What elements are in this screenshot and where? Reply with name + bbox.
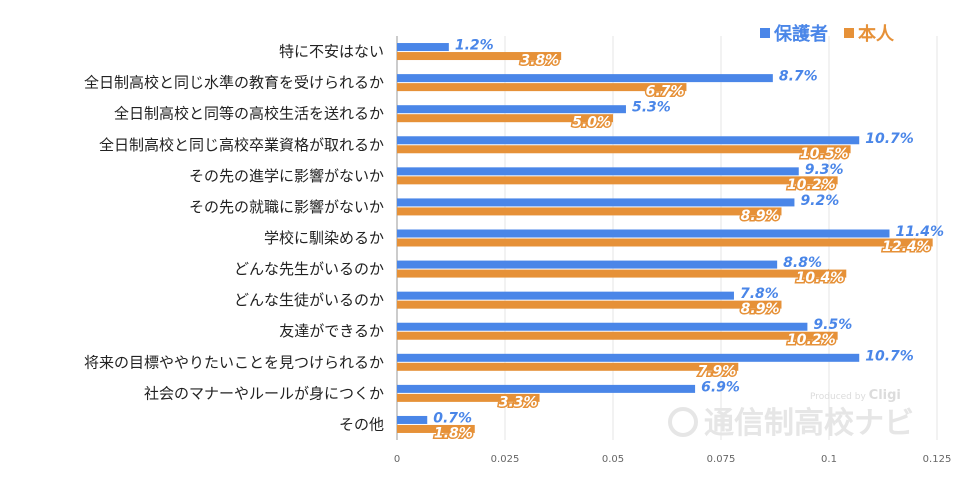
data-label-parent: 1.2% <box>455 38 494 54</box>
bar-self <box>397 362 739 371</box>
x-tick-label: 0.075 <box>707 454 736 465</box>
legend-item-self: 本人 <box>844 20 894 46</box>
data-label-parent: 6.9% <box>701 379 740 395</box>
data-label-parent: 5.3% <box>632 100 671 116</box>
bar-parent <box>397 167 799 176</box>
data-label-parent: 0.7% <box>433 410 472 426</box>
legend-label-parent: 保護者 <box>774 24 828 45</box>
data-label-parent: 9.2% <box>800 193 839 209</box>
category-label: 将来の目標ややりたいことを見つけられるか <box>84 353 384 371</box>
data-label-self: 3.3% <box>499 394 538 410</box>
bar-self <box>397 52 562 61</box>
bar-self <box>397 300 782 309</box>
data-label-self: 1.8% <box>434 425 473 441</box>
bar-parent <box>397 198 795 207</box>
category-label: 学校に馴染めるか <box>264 229 384 247</box>
category-label: その他 <box>339 415 384 433</box>
data-label-parent: 7.8% <box>740 286 779 302</box>
x-tick-label: 0 <box>394 454 400 465</box>
bar-parent <box>397 384 696 393</box>
category-label: その先の就職に影響がないか <box>189 198 384 216</box>
data-label-self: 8.9% <box>741 301 780 317</box>
data-label-self: 5.0% <box>572 115 611 131</box>
data-label-parent: 10.7% <box>865 131 914 147</box>
bar-parent <box>397 136 860 145</box>
bar-self <box>397 114 613 123</box>
x-tick-label: 0.025 <box>491 454 520 465</box>
bar-parent <box>397 43 449 52</box>
bar-self <box>397 331 838 340</box>
data-label-parent: 8.8% <box>783 255 822 271</box>
data-label-self: 6.7% <box>646 84 685 100</box>
data-label-self: 10.5% <box>800 146 849 162</box>
bar-parent <box>397 74 773 83</box>
data-label-self: 7.9% <box>697 363 736 379</box>
bar-parent <box>397 322 808 331</box>
watermark-brand: Cligi <box>868 388 901 403</box>
data-label-self: 10.4% <box>796 270 845 286</box>
bar-parent <box>397 291 734 300</box>
watermark-produced-by: Produced by Cligi <box>810 388 901 403</box>
legend-item-parent: 保護者 <box>760 20 828 46</box>
bar-parent <box>397 229 890 238</box>
legend: 保護者 本人 <box>760 20 894 46</box>
data-label-self: 10.2% <box>787 177 836 193</box>
watermark: 通信制高校ナビ <box>668 398 914 442</box>
data-label-self: 12.4% <box>882 239 931 255</box>
category-label: 特に不安はない <box>279 43 384 61</box>
data-label-parent: 9.3% <box>805 162 844 178</box>
category-label: 全日制高校と同じ水準の教育を受けられるか <box>84 74 384 92</box>
bar-parent <box>397 260 778 269</box>
bar-self <box>397 269 847 278</box>
bar-self <box>397 424 475 433</box>
watermark-produced-by-text: Produced by <box>810 392 866 402</box>
data-label-self: 10.2% <box>787 332 836 348</box>
category-label: どんな生徒がいるのか <box>234 291 384 309</box>
bar-parent <box>397 105 626 114</box>
watermark-text: 通信制高校ナビ <box>704 406 914 441</box>
x-tick-label: 0.05 <box>602 454 624 465</box>
data-label-parent: 9.5% <box>813 317 852 333</box>
category-label: 全日制高校と同じ高校卒業資格が取れるか <box>99 136 384 154</box>
x-tick-label: 0.125 <box>923 454 952 465</box>
bar-parent <box>397 415 428 424</box>
category-label: 全日制高校と同等の高校生活を送れるか <box>114 105 384 123</box>
data-label-parent: 10.7% <box>865 348 914 364</box>
category-label: その先の進学に影響がないか <box>189 167 384 185</box>
category-label: 友達ができるか <box>279 322 384 340</box>
x-tick-label: 0.1 <box>821 454 837 465</box>
data-label-self: 8.9% <box>741 208 780 224</box>
bar-self <box>397 176 838 185</box>
data-label-parent: 11.4% <box>895 224 944 240</box>
search-person-icon <box>668 407 698 437</box>
data-label-parent: 8.7% <box>779 69 818 85</box>
legend-swatch-parent <box>760 28 770 38</box>
data-label-self: 3.8% <box>520 53 559 69</box>
category-label: 社会のマナーやルールが身につくか <box>144 384 384 402</box>
bar-self <box>397 145 851 154</box>
bar-self <box>397 238 933 247</box>
bar-parent <box>397 353 860 362</box>
bar-self <box>397 83 687 92</box>
legend-swatch-self <box>844 28 854 38</box>
legend-label-self: 本人 <box>858 24 894 45</box>
category-label: どんな先生がいるのか <box>234 260 384 278</box>
bar-self <box>397 207 782 216</box>
bar-self <box>397 393 540 402</box>
